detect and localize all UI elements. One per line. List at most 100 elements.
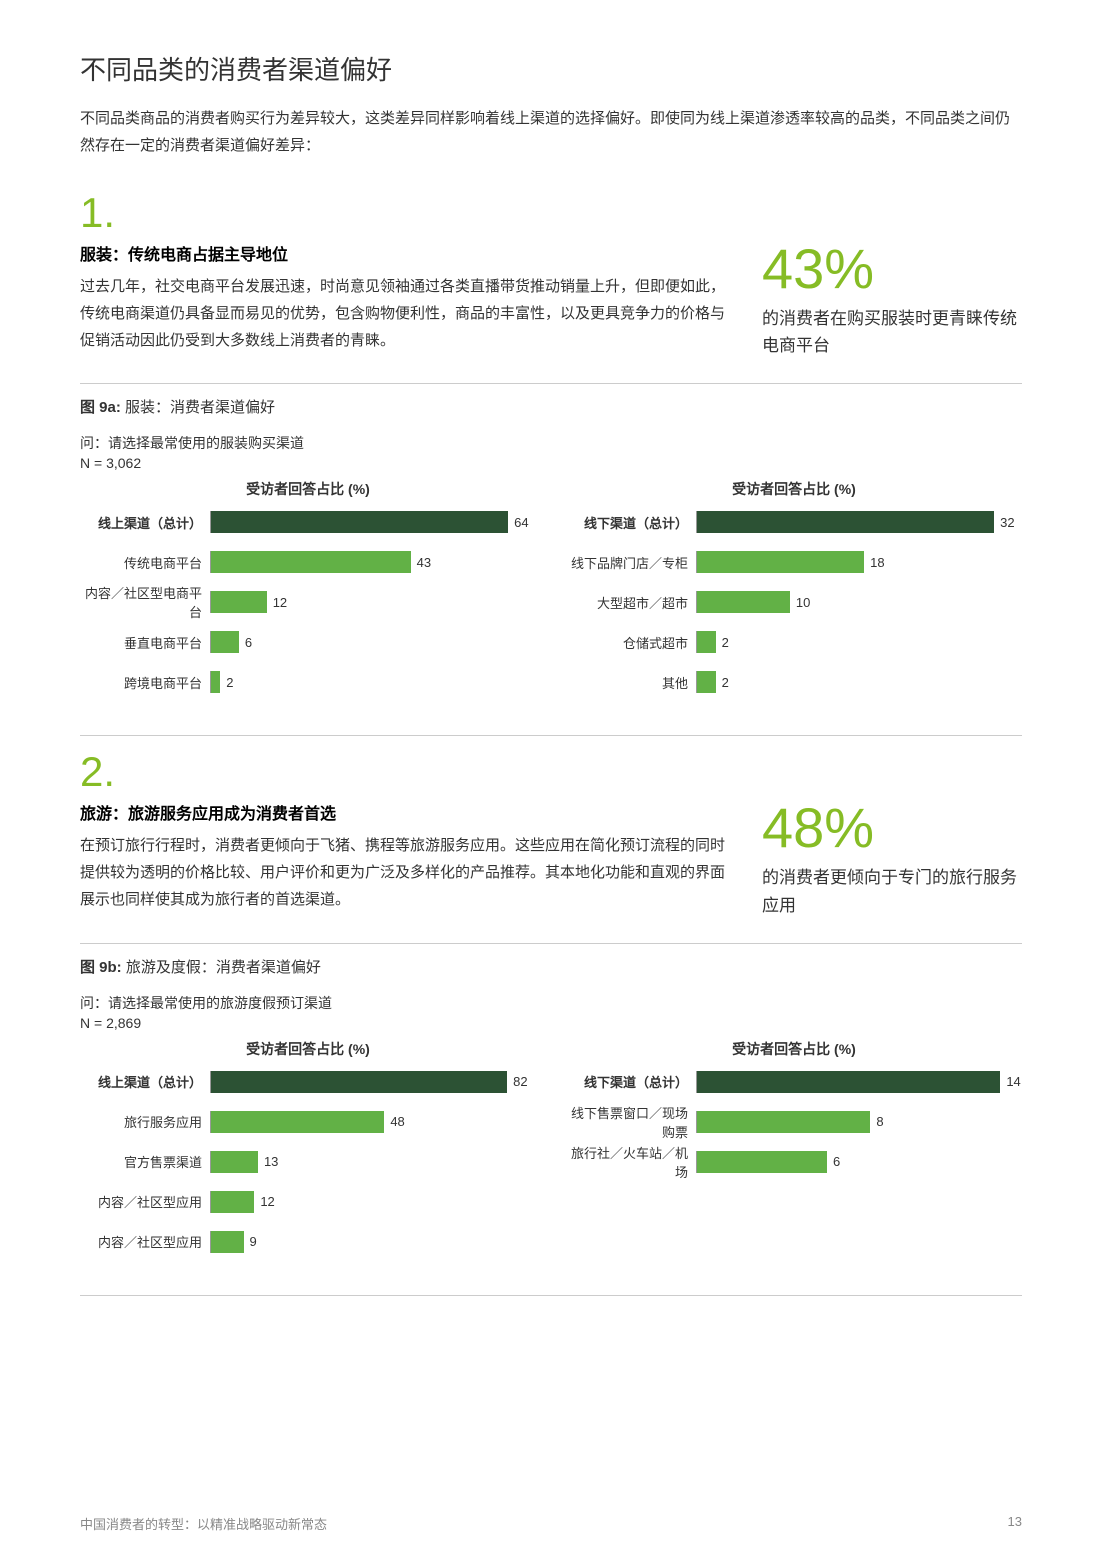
bar-value: 48 — [390, 1114, 404, 1129]
bar-value: 14 — [1006, 1074, 1020, 1089]
bar-fill — [697, 671, 716, 693]
bar-row: 旅行服务应用 48 — [80, 1111, 536, 1133]
chart-9b-sample: N = 2,869 — [80, 1015, 1022, 1031]
chart-9b-right-panel: 受访者回答占比 (%) 线下渠道（总计）14线下售票窗口／现场购票8旅行社／火车… — [566, 1039, 1022, 1271]
bar-label: 垂直电商平台 — [80, 633, 210, 652]
intro-text: 不同品类商品的消费者购买行为差异较大，这类差异同样影响着线上渠道的选择偏好。即使… — [80, 105, 1022, 159]
bar-label: 线下品牌门店／专柜 — [566, 553, 696, 572]
bar-label: 内容／社区型应用 — [80, 1192, 210, 1211]
bar-track: 9 — [210, 1231, 536, 1253]
bar-row: 内容／社区型应用 12 — [80, 1191, 536, 1213]
footer-left: 中国消费者的转型：以精准战略驱动新常态 — [80, 1514, 327, 1533]
main-title: 不同品类的消费者渠道偏好 — [80, 50, 1022, 87]
bar-label: 线上渠道（总计） — [80, 1072, 210, 1091]
bar-value: 18 — [870, 555, 884, 570]
chart-axis-label: 受访者回答占比 (%) — [80, 479, 536, 499]
section2-header: 旅游：旅游服务应用成为消费者首选 — [80, 800, 732, 824]
section1-body: 过去几年，社交电商平台发展迅速，时尚意见领袖通过各类直播带货推动销量上升，但即便… — [80, 273, 732, 354]
bar-label: 旅行服务应用 — [80, 1112, 210, 1131]
divider — [80, 943, 1022, 944]
bar-track: 14 — [696, 1071, 1022, 1093]
bar-value: 10 — [796, 595, 810, 610]
bar-value: 6 — [245, 635, 252, 650]
bar-label: 内容／社区型应用 — [80, 1232, 210, 1251]
chart-9a-sample: N = 3,062 — [80, 455, 1022, 471]
section1-header: 服装：传统电商占据主导地位 — [80, 241, 732, 265]
bar-row: 线下售票窗口／现场购票8 — [566, 1111, 1022, 1133]
bar-fill — [697, 1151, 827, 1173]
bar-track: 6 — [210, 631, 536, 653]
section2-body: 在预订旅行行程时，消费者更倾向于飞猪、携程等旅游服务应用。这些应用在简化预订流程… — [80, 832, 732, 913]
bar-label: 线上渠道（总计） — [80, 513, 210, 532]
bar-row: 线上渠道（总计） 82 — [80, 1071, 536, 1093]
bar-fill — [211, 1191, 254, 1213]
divider — [80, 735, 1022, 736]
bar-fill — [211, 591, 267, 613]
chart-axis-label: 受访者回答占比 (%) — [566, 479, 1022, 499]
bar-fill — [211, 511, 508, 533]
bar-label: 旅行社／火车站／机场 — [566, 1143, 696, 1181]
bar-track: 2 — [210, 671, 536, 693]
bar-fill — [697, 1111, 870, 1133]
bar-track: 10 — [696, 591, 1022, 613]
bar-row: 内容／社区型电商平台12 — [80, 591, 536, 613]
section1-pct-caption: 的消费者在购买服装时更青睐传统电商平台 — [762, 305, 1022, 359]
bar-value: 13 — [264, 1154, 278, 1169]
section2-pct-caption: 的消费者更倾向于专门的旅行服务应用 — [762, 864, 1022, 918]
bar-label: 大型超市／超市 — [566, 593, 696, 612]
bar-track: 6 — [696, 1151, 1022, 1173]
bar-fill — [211, 631, 239, 653]
divider — [80, 383, 1022, 384]
bar-fill — [211, 1231, 244, 1253]
bar-track: 12 — [210, 591, 536, 613]
bar-label: 线下售票窗口／现场购票 — [566, 1103, 696, 1141]
chart-axis-label: 受访者回答占比 (%) — [80, 1039, 536, 1059]
bar-value: 82 — [513, 1074, 527, 1089]
bar-label: 线下渠道（总计） — [566, 1072, 696, 1091]
bar-label: 传统电商平台 — [80, 553, 210, 572]
bar-fill — [211, 1111, 384, 1133]
bar-fill — [211, 671, 220, 693]
bar-value: 8 — [876, 1114, 883, 1129]
bar-fill — [211, 1071, 507, 1093]
chart-9a-question: 问：请选择最常使用的服装购买渠道 — [80, 433, 1022, 453]
bar-row: 跨境电商平台2 — [80, 671, 536, 693]
bar-row: 线下渠道（总计）32 — [566, 511, 1022, 533]
bar-track: 64 — [210, 511, 536, 533]
bar-fill — [697, 1071, 1000, 1093]
bar-row: 旅行社／火车站／机场6 — [566, 1151, 1022, 1173]
bar-row: 大型超市／超市 10 — [566, 591, 1022, 613]
bar-label: 其他 — [566, 673, 696, 692]
bar-value: 9 — [250, 1234, 257, 1249]
bar-value: 12 — [260, 1194, 274, 1209]
bar-row: 传统电商平台43 — [80, 551, 536, 573]
bar-track: 18 — [696, 551, 1022, 573]
footer-page-number: 13 — [1008, 1514, 1022, 1533]
chart-9b-question: 问：请选择最常使用的旅游度假预订渠道 — [80, 993, 1022, 1013]
chart-axis-label: 受访者回答占比 (%) — [566, 1039, 1022, 1059]
bar-value: 64 — [514, 515, 528, 530]
bar-fill — [697, 591, 790, 613]
bar-label: 内容／社区型电商平台 — [80, 583, 210, 621]
bar-label: 线下渠道（总计） — [566, 513, 696, 532]
bar-track: 12 — [210, 1191, 536, 1213]
bar-fill — [697, 631, 716, 653]
bar-value: 2 — [722, 635, 729, 650]
bar-row: 线下渠道（总计） 14 — [566, 1071, 1022, 1093]
bar-value: 12 — [273, 595, 287, 610]
bar-row: 其他 2 — [566, 671, 1022, 693]
bar-value: 6 — [833, 1154, 840, 1169]
chart-9a-title: 图 9a: 服装：消费者渠道偏好 — [80, 396, 1022, 417]
bar-row: 官方售票渠道13 — [80, 1151, 536, 1173]
bar-label: 仓储式超市 — [566, 633, 696, 652]
bar-row: 仓储式超市 2 — [566, 631, 1022, 653]
bar-track: 13 — [210, 1151, 536, 1173]
bar-value: 2 — [722, 675, 729, 690]
chart-9a-left-panel: 受访者回答占比 (%) 线上渠道（总计） 64 传统电商平台43 内容／社区型电商平台… — [80, 479, 536, 711]
chart-9b-left-panel: 受访者回答占比 (%) 线上渠道（总计） 82 旅行服务应用 48 官方售票渠道13 内容… — [80, 1039, 536, 1271]
section-number-1: 1. — [80, 189, 1022, 237]
bar-row: 垂直电商平台 6 — [80, 631, 536, 653]
section-number-2: 2. — [80, 748, 1022, 796]
bar-track: 82 — [210, 1071, 536, 1093]
bar-fill — [697, 551, 864, 573]
